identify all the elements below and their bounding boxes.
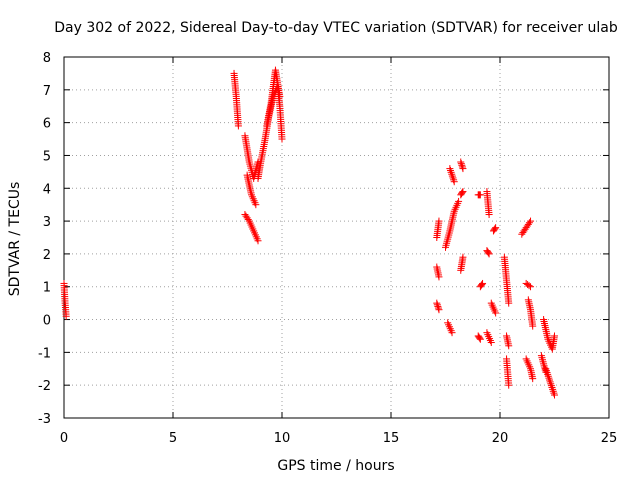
data-point xyxy=(551,391,558,399)
data-point xyxy=(252,201,260,209)
x-tick-label: 20 xyxy=(492,431,509,446)
data-point xyxy=(525,219,533,227)
data-point xyxy=(476,191,484,199)
data-point xyxy=(529,375,537,383)
data-point xyxy=(448,172,456,180)
data-point xyxy=(492,309,500,317)
data-point xyxy=(457,160,465,168)
x-tick-label: 25 xyxy=(601,431,618,446)
data-point xyxy=(448,329,456,337)
data-point xyxy=(435,306,443,314)
data-point xyxy=(458,189,466,197)
data-point xyxy=(527,217,535,225)
x-tick-label: 15 xyxy=(383,431,400,446)
data-point xyxy=(433,299,441,307)
data-point xyxy=(449,174,457,182)
x-tick-label: 5 xyxy=(169,431,177,446)
axis-ticks: 0 5 10 15 20 25 -3 -2 -1 0 1 2 3 4 5 6 7 8 xyxy=(38,51,617,446)
data-point xyxy=(487,339,495,347)
data-point xyxy=(278,135,286,143)
data-point xyxy=(459,165,467,173)
data-point xyxy=(458,161,466,169)
data-point xyxy=(551,332,558,340)
data-point xyxy=(546,376,554,384)
data-point xyxy=(505,299,513,307)
data-point xyxy=(446,166,454,174)
data-point xyxy=(276,92,284,100)
data-point xyxy=(450,178,458,186)
y-tick-label: 8 xyxy=(43,51,51,66)
data-point xyxy=(548,384,556,392)
data-point xyxy=(435,273,443,281)
data-point xyxy=(529,322,537,330)
data-point xyxy=(547,382,555,390)
chart-title: Day 302 of 2022, Sidereal Day-to-day VTE… xyxy=(54,20,618,36)
data-point xyxy=(549,387,557,395)
data-point xyxy=(450,176,458,184)
data-point xyxy=(458,163,466,171)
data-point xyxy=(505,381,513,389)
data-point xyxy=(457,158,465,166)
x-tick-label: 10 xyxy=(274,431,291,446)
y-tick-label: 5 xyxy=(43,149,51,164)
y-tick-label: 7 xyxy=(43,84,51,99)
y-axis-title: SDTVAR / TECUs xyxy=(7,182,23,297)
data-point xyxy=(547,380,555,388)
y-tick-label: 0 xyxy=(43,314,51,329)
y-tick-label: 4 xyxy=(43,182,51,197)
data-point xyxy=(446,165,454,173)
data-point xyxy=(434,304,442,312)
x-tick-label: 0 xyxy=(60,431,68,446)
y-tick-label: -3 xyxy=(38,412,51,427)
data-point xyxy=(234,122,242,130)
y-tick-label: 3 xyxy=(43,215,51,230)
data-point xyxy=(459,188,467,196)
data-point xyxy=(546,378,554,386)
data-point xyxy=(550,389,558,397)
data-point xyxy=(62,312,70,320)
data-point xyxy=(527,283,535,291)
data-point xyxy=(484,249,492,257)
data-point xyxy=(448,170,456,178)
data-point xyxy=(485,211,493,219)
x-axis-title: GPS time / hours xyxy=(277,458,394,474)
data-point xyxy=(505,342,513,350)
data-point xyxy=(549,385,557,393)
plot-frame xyxy=(63,56,610,419)
data-point xyxy=(447,168,455,176)
y-tick-label: -1 xyxy=(38,346,51,361)
data-point xyxy=(485,250,493,258)
data-point xyxy=(479,279,487,287)
data-point xyxy=(476,334,484,342)
data-point xyxy=(433,301,441,309)
y-tick-label: 2 xyxy=(43,248,51,263)
data-point xyxy=(434,302,442,310)
data-point xyxy=(459,253,467,261)
data-point xyxy=(254,237,262,245)
data-point xyxy=(435,217,443,225)
data-point xyxy=(491,225,499,233)
data-point xyxy=(545,374,553,382)
y-tick-label: -2 xyxy=(38,379,51,394)
data-point xyxy=(244,215,252,223)
data-point xyxy=(542,368,550,376)
data-point xyxy=(478,281,486,289)
data-point xyxy=(455,197,463,205)
data-point xyxy=(525,282,533,290)
y-tick-label: 6 xyxy=(43,117,51,132)
data-point xyxy=(492,224,500,232)
grid-lines xyxy=(64,57,609,418)
data-points xyxy=(60,66,558,399)
data-point xyxy=(476,335,484,343)
y-tick-label: 1 xyxy=(43,281,51,296)
